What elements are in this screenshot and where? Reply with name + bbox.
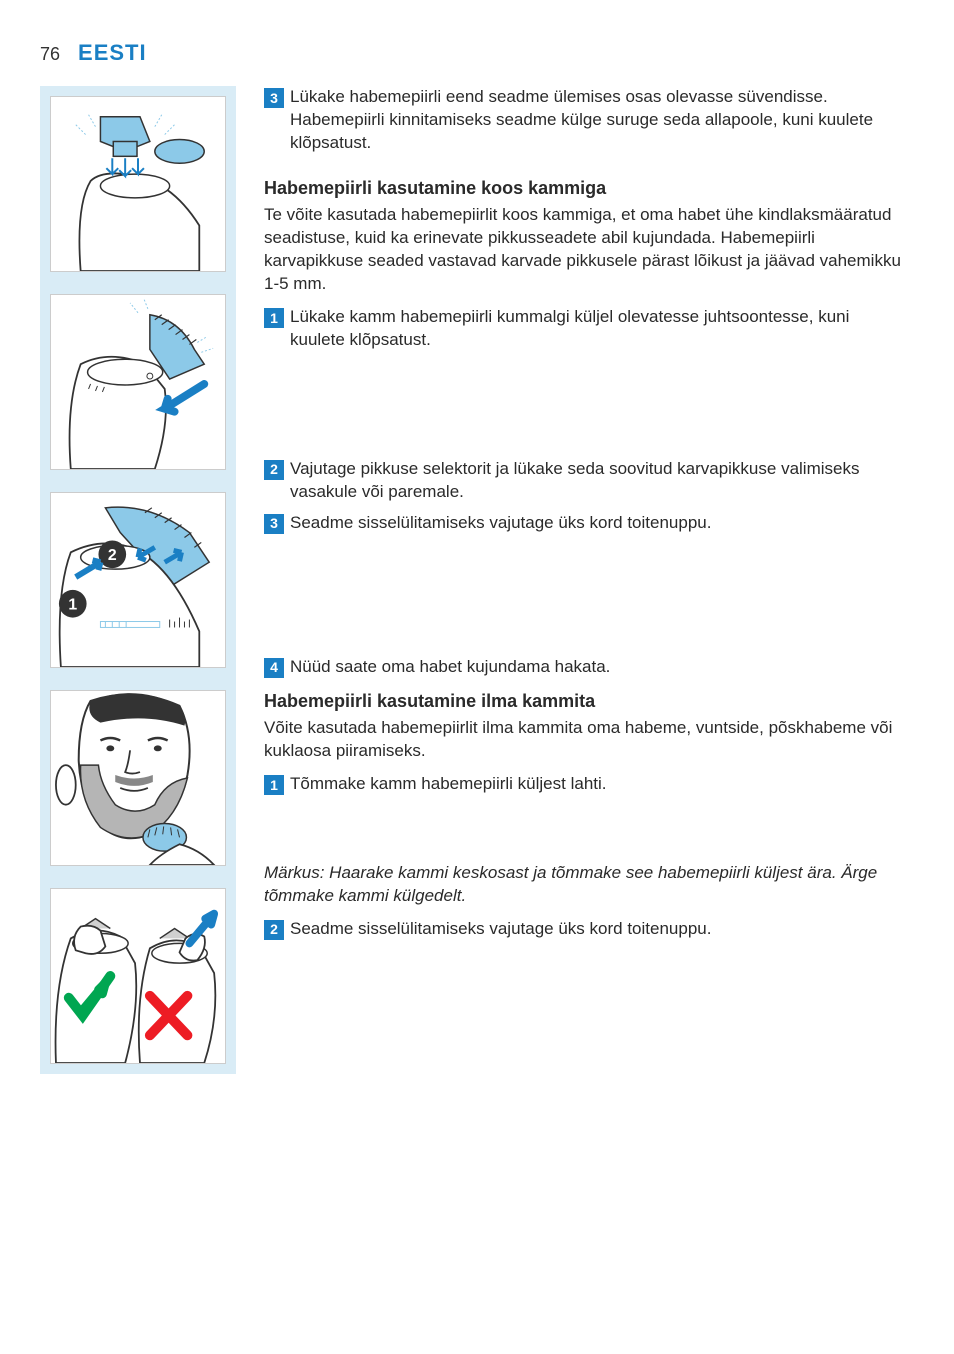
illustration-length-selector: 2 1 — [50, 492, 226, 668]
note-text: Märkus: Haarake kammi keskosast ja tõmma… — [264, 862, 904, 908]
text-block-3: 2 Vajutage pikkuse selektorit ja lükake … — [264, 358, 904, 556]
step-text: Seadme sisselülitamiseks vajutage üks ko… — [290, 512, 904, 535]
step-number-icon: 4 — [264, 658, 284, 678]
step-2b: 2 Vajutage pikkuse selektorit ja lükake … — [264, 458, 904, 504]
step-2c: 2 Seadme sisselülitamiseks vajutage üks … — [264, 918, 904, 941]
step-text: Lükake habemepiirli eend seadme ülemises… — [290, 86, 904, 155]
subheading-with-comb: Habemepiirli kasutamine koos kammiga — [264, 176, 904, 200]
step-number-icon: 2 — [264, 460, 284, 480]
step-text: Nüüd saate oma habet kujundama hakata. — [290, 656, 904, 679]
step-text: Seadme sisselülitamiseks vajutage üks ko… — [290, 918, 904, 941]
illustration-remove-comb — [50, 888, 226, 1064]
body-with-comb: Te võite kasutada habemepiirlit koos kam… — [264, 204, 904, 296]
step-number-icon: 1 — [264, 775, 284, 795]
step-number-icon: 2 — [264, 920, 284, 940]
illustration-attach-styler — [50, 96, 226, 272]
step-number-icon: 3 — [264, 514, 284, 534]
svg-text:2: 2 — [108, 547, 117, 564]
body-without-comb: Võite kasutada habemepiirlit ilma kammit… — [264, 717, 904, 763]
step-text: Lükake kamm habemepiirli kummalgi küljel… — [290, 306, 904, 352]
step-4b: 4 Nüüd saate oma habet kujundama hakata. — [264, 656, 904, 679]
content-area: 2 1 — [40, 86, 904, 1074]
text-block-4: 4 Nüüd saate oma habet kujundama hakata.… — [264, 556, 904, 802]
page-number: 76 — [40, 44, 60, 65]
language-title: EESTI — [78, 40, 147, 66]
illustration-column: 2 1 — [40, 86, 236, 1074]
text-column: 3 Lükake habemepiirli eend seadme ülemis… — [264, 86, 904, 1074]
svg-text:1: 1 — [68, 597, 77, 614]
text-block-1: 3 Lükake habemepiirli eend seadme ülemis… — [264, 86, 904, 166]
step-3a: 3 Lükake habemepiirli eend seadme ülemis… — [264, 86, 904, 155]
illustration-attach-comb — [50, 294, 226, 470]
step-1b: 1 Lükake kamm habemepiirli kummalgi külj… — [264, 306, 904, 352]
text-block-5: Märkus: Haarake kammi keskosast ja tõmma… — [264, 802, 904, 1000]
text-block-2: Habemepiirli kasutamine koos kammiga Te … — [264, 166, 904, 358]
subheading-without-comb: Habemepiirli kasutamine ilma kammita — [264, 689, 904, 713]
step-text: Tõmmake kamm habemepiirli küljest lahti. — [290, 773, 904, 796]
step-3b: 3 Seadme sisselülitamiseks vajutage üks … — [264, 512, 904, 535]
page-header: 76 EESTI — [40, 40, 904, 66]
step-1c: 1 Tõmmake kamm habemepiirli küljest laht… — [264, 773, 904, 796]
illustration-styling-beard — [50, 690, 226, 866]
step-number-icon: 1 — [264, 308, 284, 328]
step-number-icon: 3 — [264, 88, 284, 108]
step-text: Vajutage pikkuse selektorit ja lükake se… — [290, 458, 904, 504]
